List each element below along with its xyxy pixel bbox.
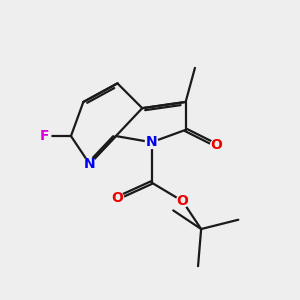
Circle shape (111, 192, 124, 204)
Circle shape (210, 139, 223, 152)
Text: F: F (40, 129, 50, 143)
Circle shape (146, 136, 158, 148)
Text: O: O (112, 191, 123, 205)
Text: N: N (84, 157, 95, 171)
Text: O: O (177, 194, 188, 208)
Circle shape (176, 195, 189, 207)
Text: O: O (211, 138, 223, 152)
Circle shape (38, 130, 51, 142)
Circle shape (83, 158, 96, 170)
Text: N: N (146, 135, 158, 149)
